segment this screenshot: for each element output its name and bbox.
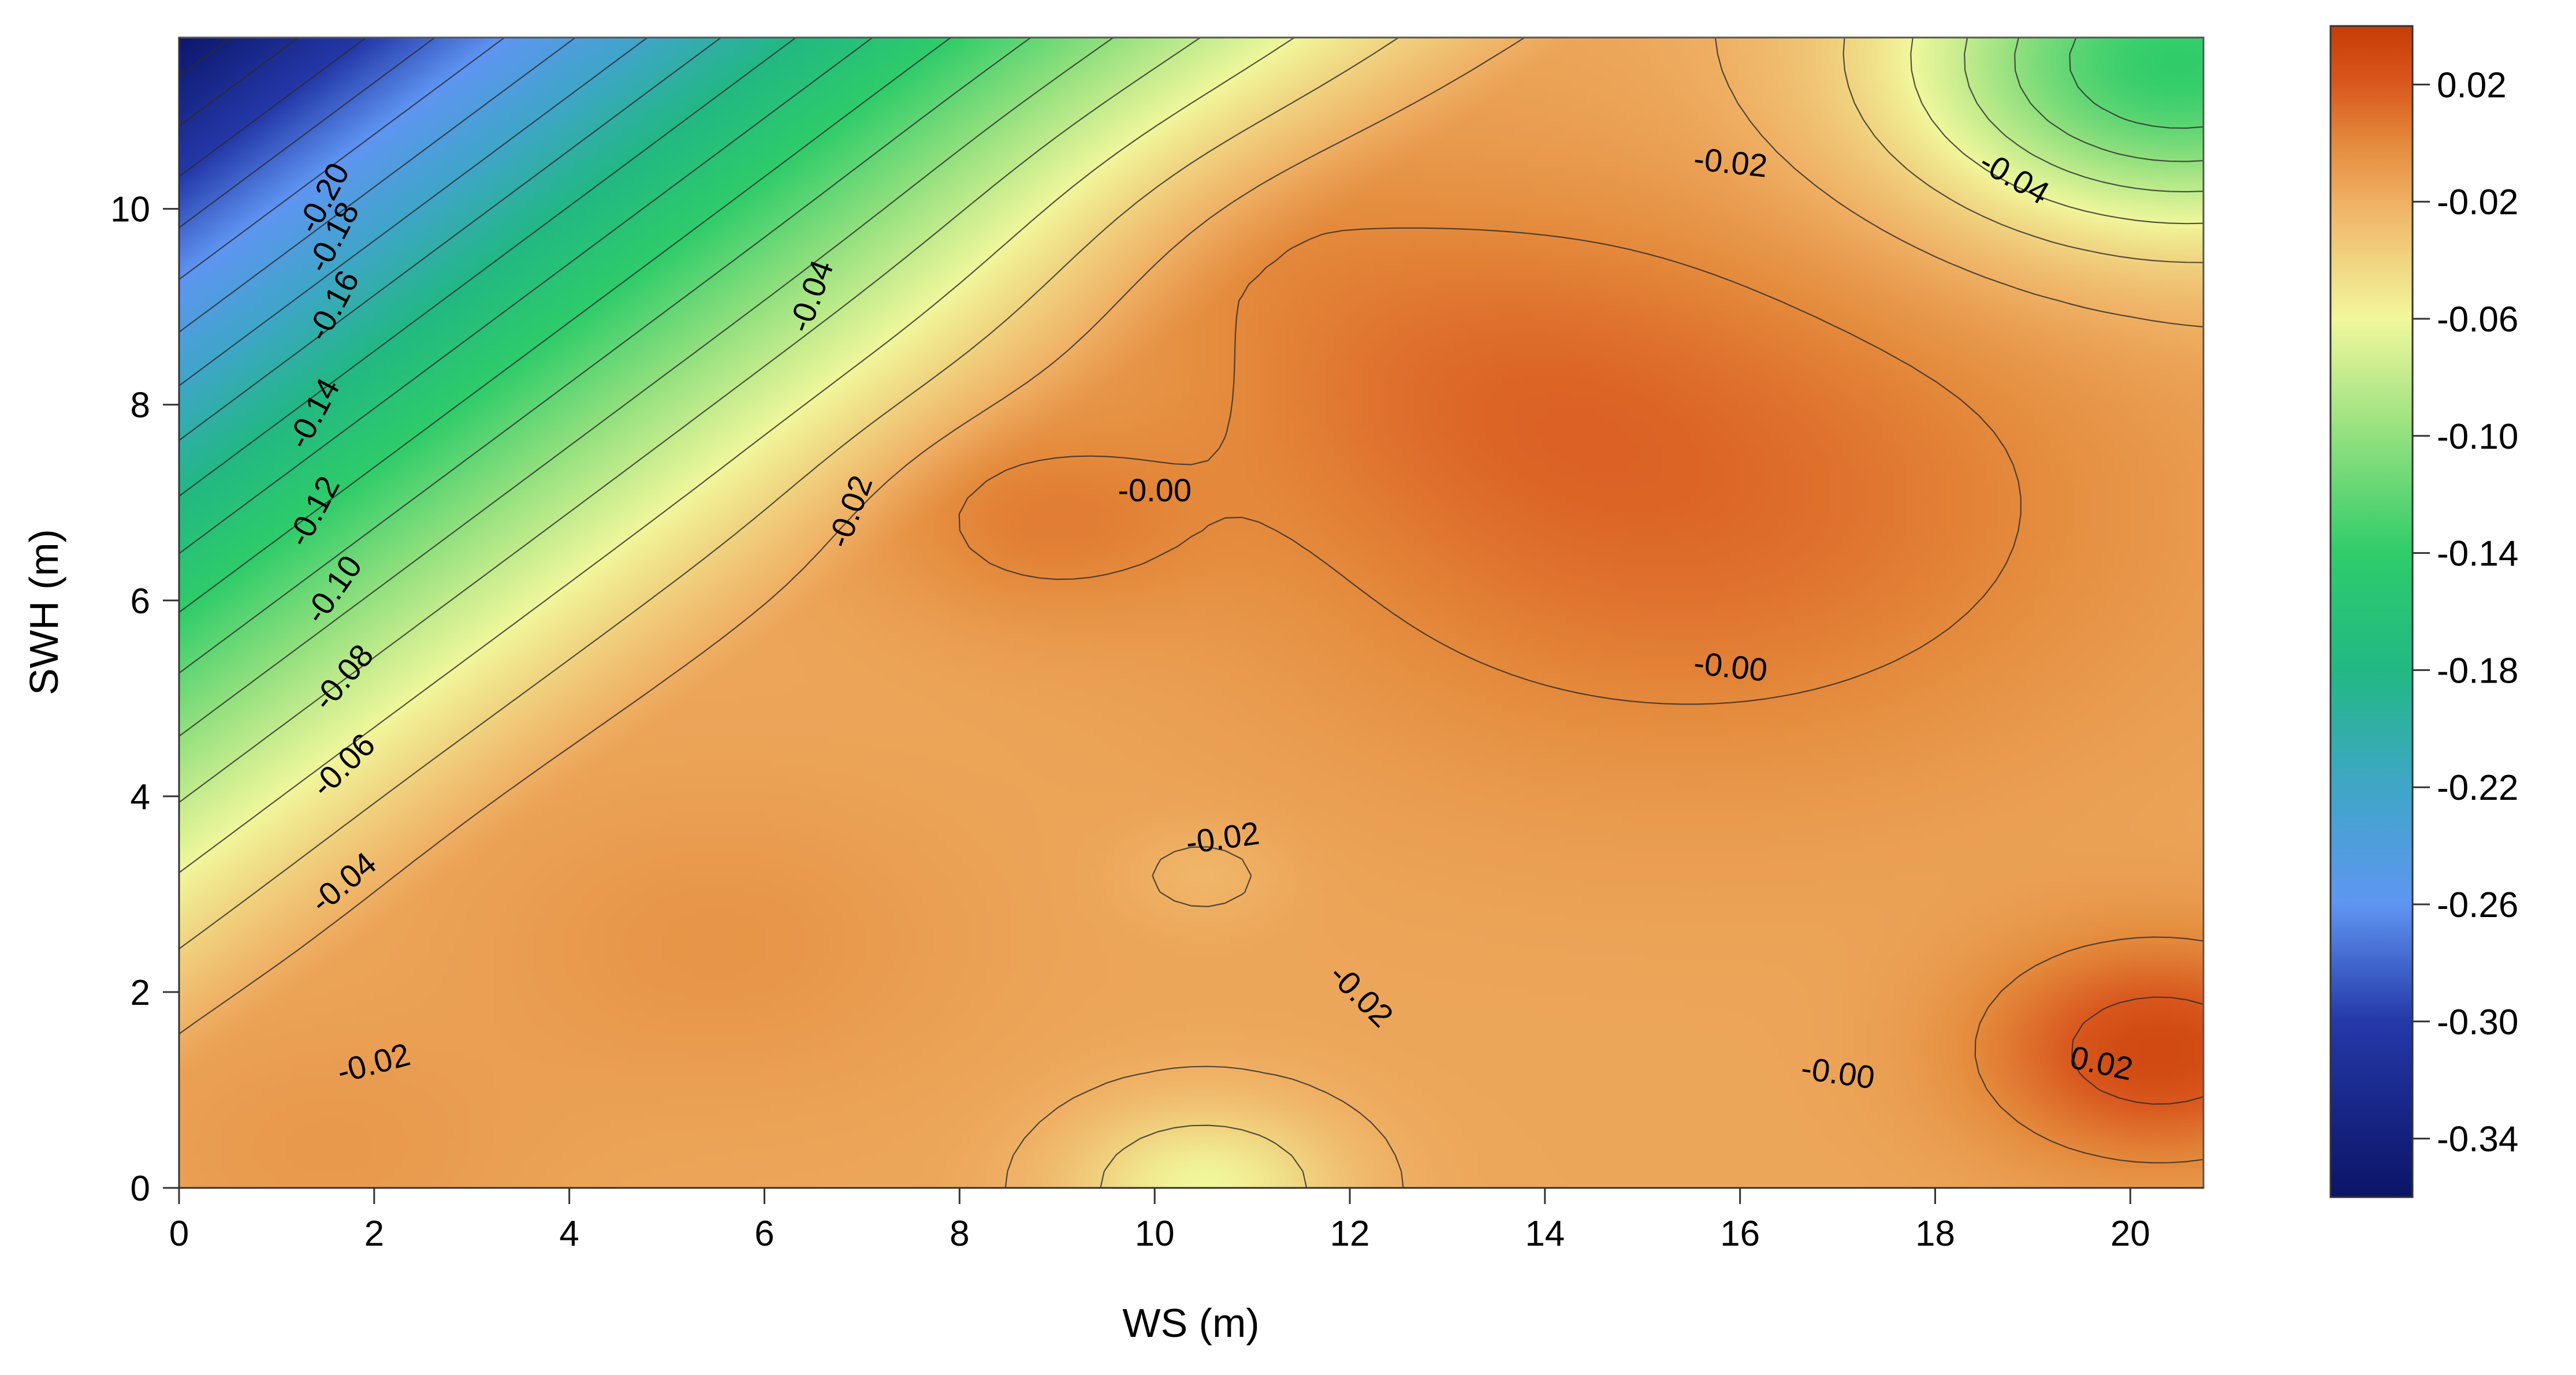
y-tick-label: 8	[131, 386, 150, 426]
x-tick-label: 6	[754, 1214, 774, 1254]
y-tick-label: 10	[110, 190, 150, 230]
contour-line	[179, 38, 232, 77]
x-axis-title: WS (m)	[1122, 1301, 1259, 1346]
contour-line	[179, 38, 2203, 874]
x-tick-label: 20	[2110, 1214, 2150, 1254]
colorbar-tick-label: -0.18	[2437, 651, 2518, 691]
contour-label: -0.02	[1692, 140, 1769, 184]
colorbar-tick-label: -0.30	[2437, 1003, 2518, 1042]
x-tick-label: 8	[950, 1214, 969, 1254]
contour-line	[179, 38, 2203, 803]
x-tick-label: 14	[1525, 1214, 1565, 1254]
contour-line	[179, 38, 435, 229]
colorbar-tick-label: -0.22	[2437, 768, 2518, 808]
y-axis: 0 2 4 6 8 10	[110, 38, 180, 1209]
x-tick-label: 0	[169, 1214, 189, 1254]
colorbar-tick-label: -0.14	[2437, 534, 2518, 574]
x-tick-label: 2	[364, 1214, 384, 1254]
contour-line	[2071, 996, 2203, 1105]
x-tick-label: 12	[1330, 1214, 1370, 1254]
contour-line	[179, 38, 2203, 1188]
colorbar-bar	[2329, 25, 2414, 1198]
colorbar-tick-label: -0.02	[2437, 182, 2518, 222]
contour-label: -0.00	[1692, 644, 1769, 688]
contour-line	[179, 38, 299, 127]
x-axis: 0 2 4 6 8 10 12 14 16 18 20	[169, 1187, 2203, 1254]
contour-line	[179, 38, 873, 554]
x-tick-label: 18	[1915, 1214, 1955, 1254]
contour-line	[958, 227, 2203, 1164]
plot-area: -0.20-0.18-0.16-0.14-0.12-0.10-0.08-0.06…	[178, 36, 2205, 1189]
colorbar-tick-label: -0.26	[2437, 885, 2518, 925]
y-tick-label: 2	[131, 973, 150, 1013]
contour-line	[179, 38, 951, 613]
contour-line	[179, 38, 796, 497]
colorbar-tick-label: -0.34	[2437, 1120, 2518, 1160]
colorbar-tick-label: 0.02	[2437, 65, 2507, 105]
x-tick-label: 4	[559, 1214, 579, 1254]
colorbar-tick-label: -0.06	[2437, 300, 2518, 340]
heatmap-surface	[179, 38, 2203, 1188]
contour-label: -0.00	[1118, 472, 1192, 508]
contour-lines	[179, 38, 2203, 1188]
contour-line	[179, 38, 505, 280]
contour-line	[179, 38, 2203, 737]
contour-line	[179, 38, 2203, 674]
contour-line	[179, 38, 721, 441]
contour-line	[179, 38, 2203, 1188]
y-tick-label: 6	[131, 582, 150, 621]
colorbar: 0.02 -0.02 -0.06 -0.10 -0.14 -0.18 -0.22 -0.26 -…	[2329, 25, 2518, 1198]
y-tick-label: 0	[131, 1169, 150, 1209]
contour-line	[179, 38, 576, 333]
contour-line	[179, 38, 367, 177]
contour-line	[179, 38, 648, 386]
colorbar-ticks: 0.02 -0.02 -0.06 -0.10 -0.14 -0.18 -0.22 -0.26 -…	[2413, 65, 2518, 1160]
x-tick-label: 16	[1720, 1214, 1760, 1254]
colorbar-tick-label: -0.10	[2437, 417, 2518, 457]
y-axis-title: SWH (m)	[21, 529, 66, 695]
y-tick-label: 4	[131, 777, 150, 817]
x-tick-label: 10	[1135, 1214, 1175, 1254]
